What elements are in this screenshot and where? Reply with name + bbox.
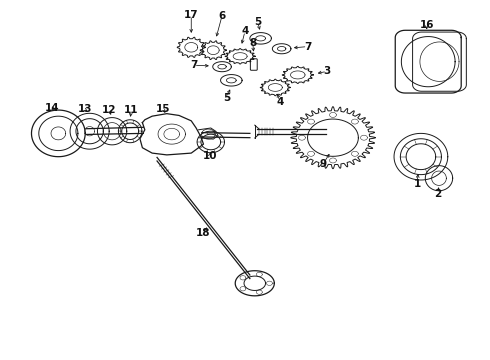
Text: 17: 17 [184,10,198,20]
Text: 8: 8 [249,38,256,48]
Text: 12: 12 [102,105,117,115]
Text: 16: 16 [419,20,434,30]
Text: 14: 14 [45,103,59,113]
Text: 1: 1 [414,179,420,189]
Text: 4: 4 [276,97,284,107]
Text: 4: 4 [241,26,249,36]
Text: 7: 7 [190,60,197,70]
Text: 5: 5 [254,17,261,27]
Text: 13: 13 [77,104,92,114]
Text: 7: 7 [304,42,311,51]
Text: 5: 5 [223,93,230,103]
Text: 11: 11 [124,105,138,115]
Text: 10: 10 [202,151,217,161]
Text: 6: 6 [219,11,226,21]
Text: 2: 2 [434,189,441,199]
Text: 3: 3 [323,66,331,76]
Text: 18: 18 [196,228,211,238]
Text: 15: 15 [156,104,170,114]
Text: 9: 9 [319,159,327,169]
